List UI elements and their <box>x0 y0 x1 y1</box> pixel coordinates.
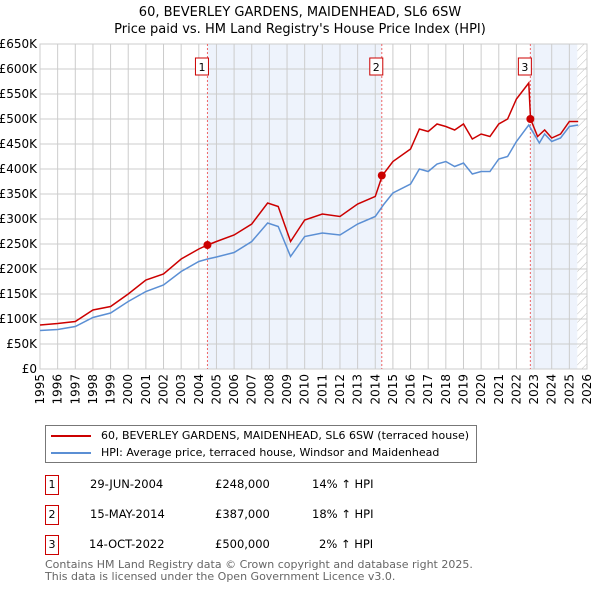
sale-marker: 1 <box>45 475 59 495</box>
sale-hpi: 14% ↑ HPI <box>312 477 374 491</box>
sale-label: 1 <box>198 61 205 74</box>
x-tick-label: 2005 <box>209 374 223 405</box>
legend-red-line <box>51 434 91 437</box>
sale-price: £387,000 <box>215 507 270 521</box>
x-tick-label: 2011 <box>315 374 329 405</box>
sale-label-box <box>517 57 532 76</box>
sale-label-box <box>194 57 209 76</box>
series-line <box>39 123 579 332</box>
shaded-region <box>530 44 578 369</box>
x-tick-label: 2004 <box>192 374 206 405</box>
x-tick-label: 2022 <box>509 374 523 405</box>
x-tick-label: 1995 <box>33 374 47 405</box>
x-tick-label: 1998 <box>86 374 100 405</box>
sale-label: 3 <box>521 61 528 74</box>
x-tick-label: 2025 <box>562 374 576 405</box>
x-tick-label: 1996 <box>51 374 65 405</box>
y-tick-label: £200K <box>0 262 38 276</box>
forecast-hatch <box>577 44 587 369</box>
shaded-region <box>207 44 382 369</box>
x-tick-label: 2008 <box>262 374 276 405</box>
sale-price: £248,000 <box>215 477 270 491</box>
x-tick-label: 2000 <box>121 374 135 405</box>
price-chart: £0 £50K £100K £150K £200K £250K £300K £350K £400… <box>0 37 594 405</box>
chart-title: 60, BEVERLEY GARDENS, MAIDENHEAD, SL6 6S… <box>138 5 462 20</box>
sale-date: 15-MAY-2014 <box>90 507 165 521</box>
footer-line: Contains HM Land Registry data © Crown c… <box>45 558 473 571</box>
x-tick-label: 2003 <box>174 374 188 405</box>
y-tick-label: £650K <box>0 37 38 51</box>
legend: 60, BEVERLEY GARDENS, MAIDENHEAD, SL6 6S… <box>45 425 477 463</box>
x-tick-label: 1997 <box>68 374 82 405</box>
legend-property: 60, BEVERLEY GARDENS, MAIDENHEAD, SL6 6S… <box>101 429 470 442</box>
sale-label: 2 <box>373 61 380 74</box>
x-tick-label: 2020 <box>474 374 488 405</box>
y-tick-label: £250K <box>0 237 38 251</box>
x-tick-label: 2010 <box>298 374 312 405</box>
x-tick-label: 2007 <box>245 374 259 405</box>
x-tick-label: 2021 <box>492 374 506 405</box>
x-tick-label: 2026 <box>580 374 594 405</box>
sale-label-box <box>369 57 384 76</box>
y-tick-label: £300K <box>0 212 38 226</box>
y-tick-label: £400K <box>0 162 38 176</box>
x-tick-label: 2023 <box>527 374 541 405</box>
sale-hpi: 18% ↑ HPI <box>312 507 374 521</box>
x-tick-label: 2012 <box>333 374 347 405</box>
sale-date: 14-OCT-2022 <box>89 537 165 551</box>
x-tick-label: 2014 <box>368 374 382 405</box>
y-tick-label: £150K <box>0 287 38 301</box>
sale-point <box>203 241 212 249</box>
sale-marker: 3 <box>45 535 59 555</box>
x-tick-label: 2017 <box>421 374 435 405</box>
x-tick-label: 2006 <box>227 374 241 405</box>
sale-hpi: 2% ↑ HPI <box>319 537 374 551</box>
y-tick-label: £550K <box>0 87 38 101</box>
y-tick-label: £100K <box>0 312 38 326</box>
y-tick-label: £450K <box>0 137 38 151</box>
legend-hpi: HPI: Average price, terraced house, Wind… <box>101 446 440 459</box>
x-tick-label: 2024 <box>545 374 559 405</box>
chart-subtitle: Price paid vs. HM Land Registry's House … <box>114 22 486 37</box>
y-tick-label: £350K <box>0 187 38 201</box>
x-tick-label: 2016 <box>404 374 418 405</box>
sale-marker: 2 <box>45 505 59 525</box>
y-tick-label: £500K <box>0 112 38 126</box>
footer: Contains HM Land Registry data © Crown c… <box>45 559 473 583</box>
sale-price: £500,000 <box>215 537 270 551</box>
sale-point <box>526 115 535 123</box>
x-tick-label: 2002 <box>157 374 171 405</box>
x-tick-label: 2013 <box>351 374 365 405</box>
x-tick-label: 2009 <box>280 374 294 405</box>
legend-blue-line <box>51 451 91 454</box>
sale-point <box>377 171 386 180</box>
y-tick-label: £50K <box>6 337 38 351</box>
x-tick-label: 1999 <box>104 374 118 405</box>
x-tick-label: 2001 <box>139 374 153 405</box>
x-tick-label: 2019 <box>456 374 470 405</box>
footer-line: This data is licensed under the Open Gov… <box>45 570 396 583</box>
x-tick-label: 2015 <box>386 374 400 405</box>
sale-date: 29-JUN-2004 <box>90 477 164 491</box>
plot-border <box>39 43 588 370</box>
y-tick-label: £600K <box>0 62 38 76</box>
y-tick-label: £0 <box>22 362 37 376</box>
x-tick-label: 2018 <box>439 374 453 405</box>
